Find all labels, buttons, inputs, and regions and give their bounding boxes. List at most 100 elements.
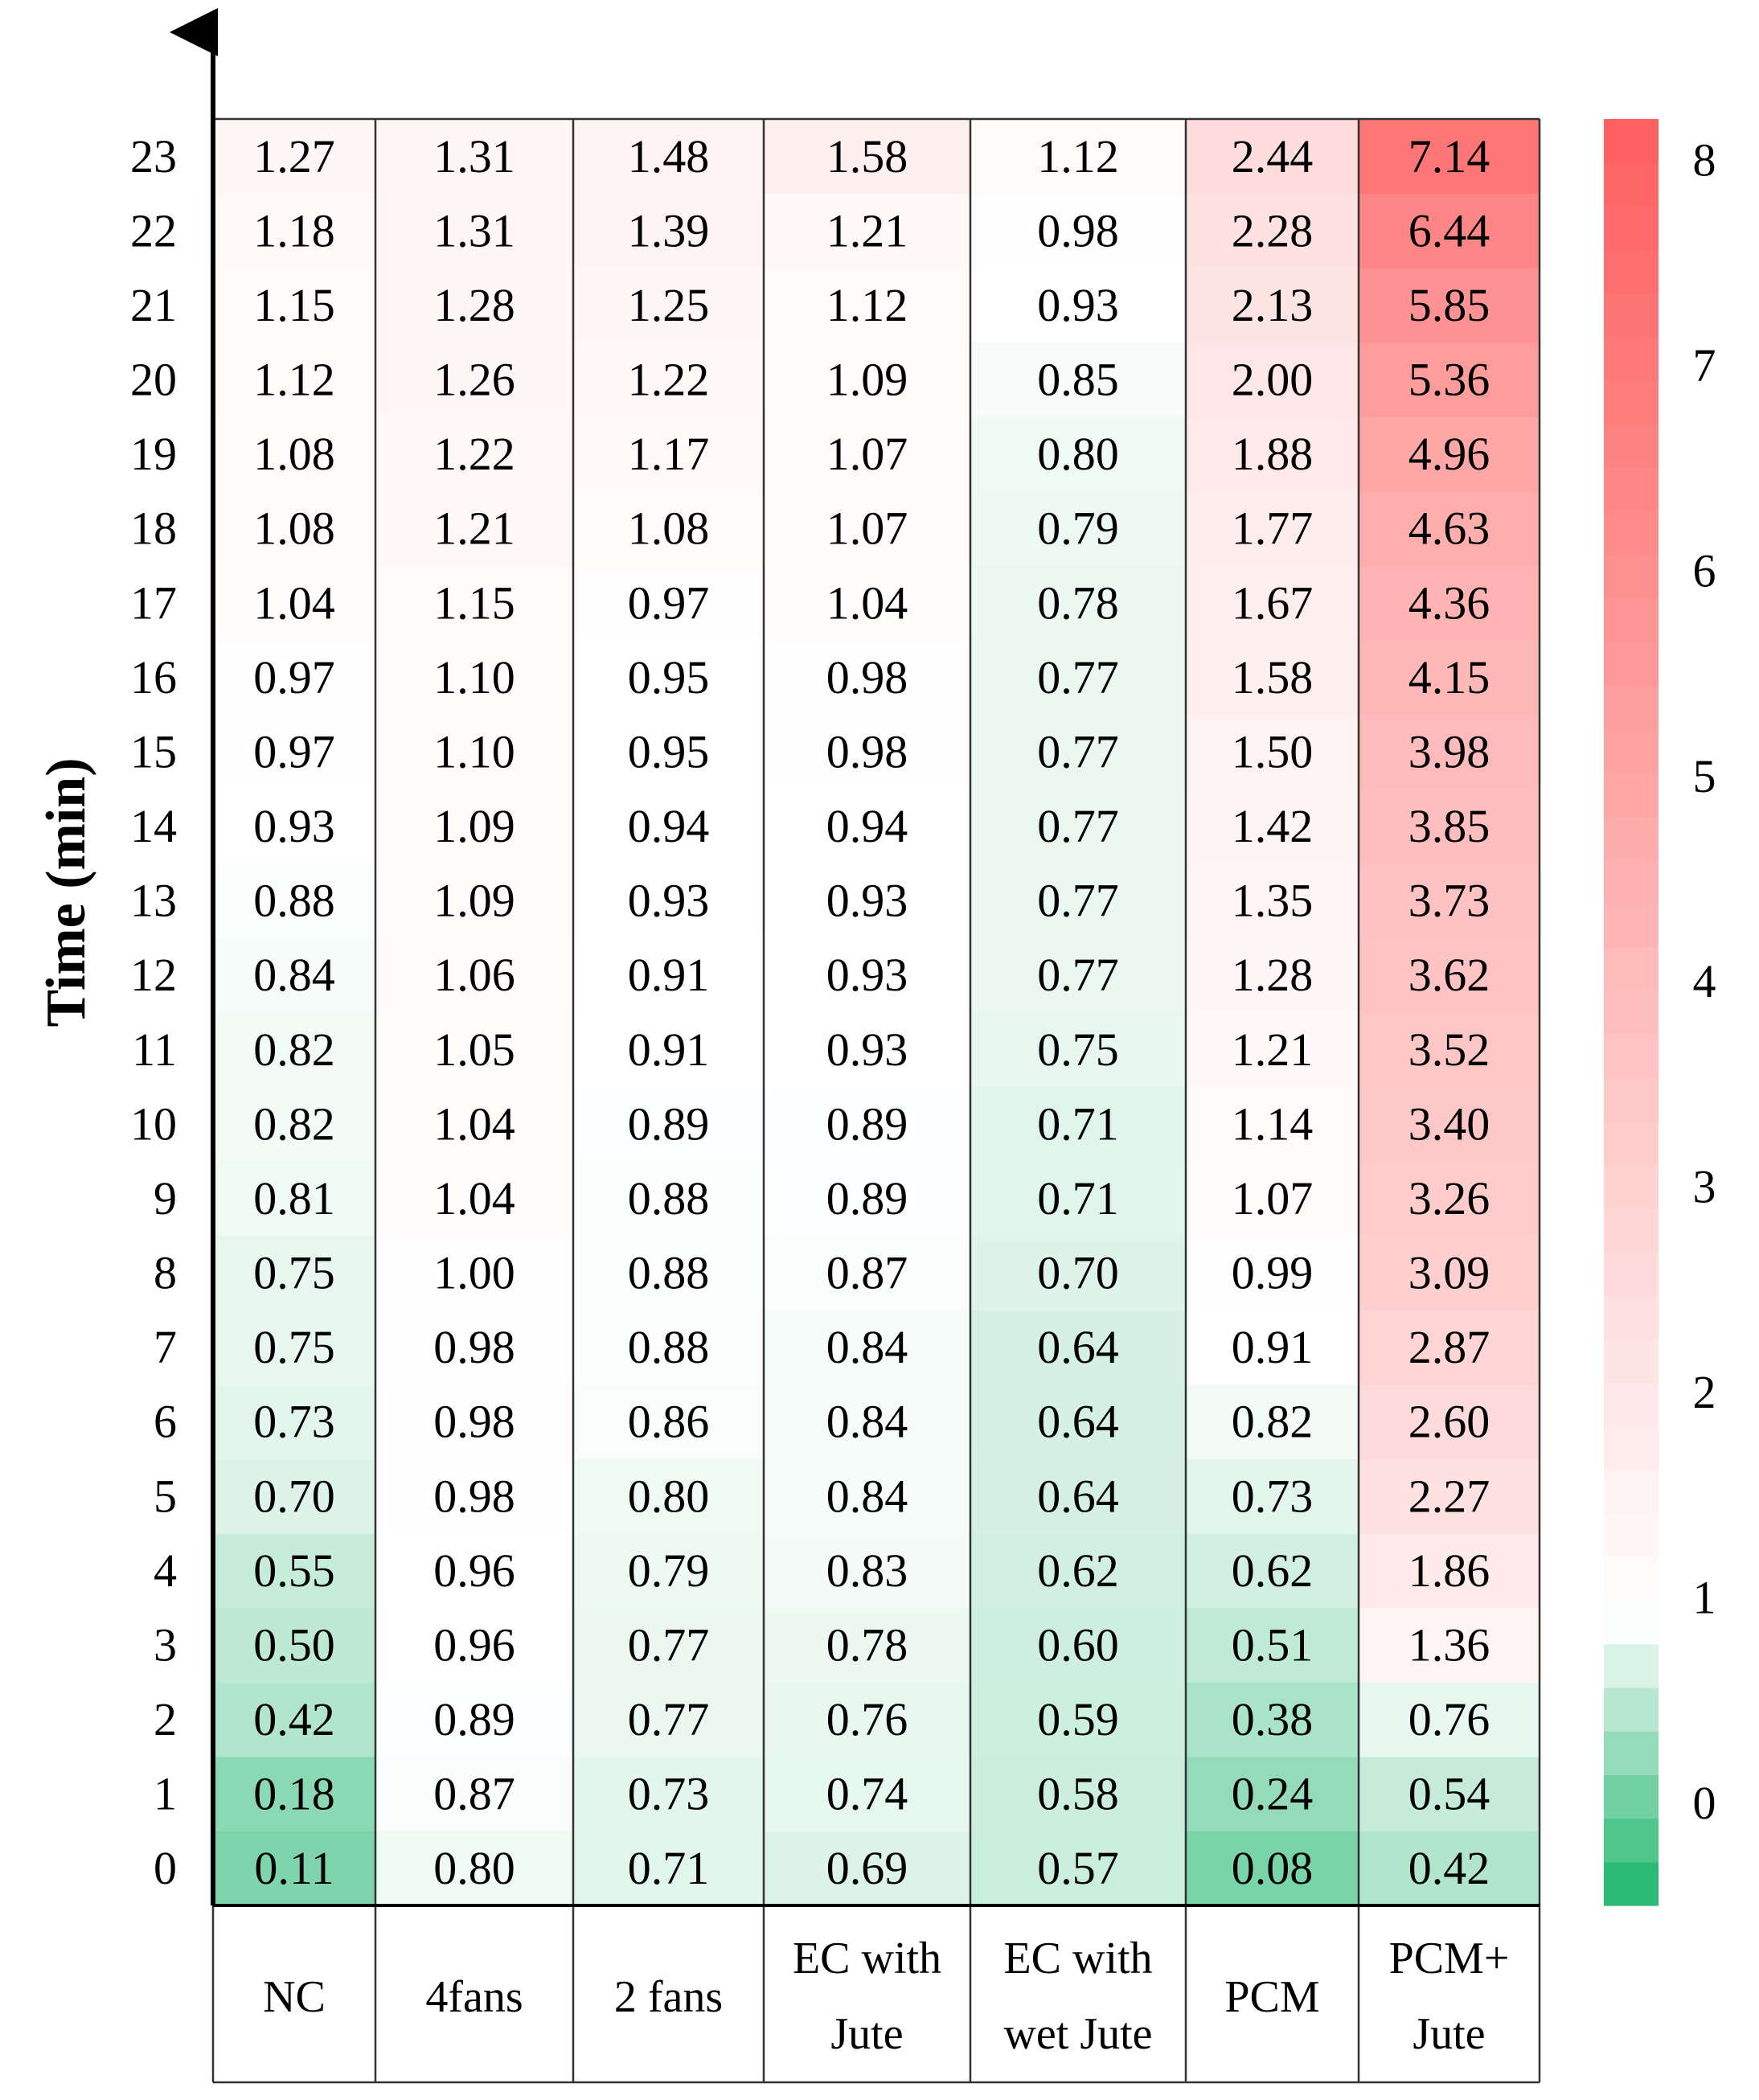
- heatmap-cell: [573, 937, 764, 1013]
- cell-value-label: 1.00: [433, 1247, 515, 1299]
- heatmap-cell: [573, 1607, 764, 1683]
- cell-value-label: 0.93: [826, 1023, 908, 1076]
- heatmap-cell: [970, 565, 1186, 641]
- category-label-line2: wet Jute: [1003, 2009, 1152, 2059]
- heatmap-cell: [1186, 789, 1359, 864]
- heatmap-cell: [375, 268, 573, 343]
- heatmap-cell: [573, 789, 764, 864]
- colorbar-segment: [1604, 1295, 1659, 1340]
- heatmap-cell: [573, 640, 764, 716]
- cell-value-label: 1.09: [826, 354, 908, 406]
- cell-value-label: 0.62: [1037, 1544, 1119, 1597]
- cell-value-label: 0.77: [1037, 725, 1119, 777]
- cell-value-label: 0.84: [253, 949, 335, 1001]
- heatmap-cell: [573, 490, 764, 567]
- heatmap-cell: [375, 416, 573, 492]
- category-label-line2: Jute: [830, 2009, 903, 2059]
- heatmap-cell: [764, 789, 970, 864]
- cell-value-label: 1.42: [1232, 800, 1314, 852]
- cell-value-label: 1.88: [1232, 428, 1314, 480]
- colorbar-segment: [1604, 336, 1659, 381]
- category-label: PCM: [1224, 1972, 1319, 2022]
- cell-value-label: 3.26: [1408, 1172, 1490, 1224]
- cell-value-label: 0.51: [1232, 1618, 1314, 1671]
- heatmap-cell: [764, 1533, 970, 1609]
- cell-value-label: 0.78: [826, 1618, 908, 1671]
- cell-value-label: 1.17: [628, 428, 710, 480]
- heatmap-cell: [213, 119, 375, 195]
- cell-value-label: 1.10: [433, 651, 515, 703]
- cell-value-label: 1.10: [433, 725, 515, 777]
- cell-value-label: 1.07: [1232, 1172, 1314, 1224]
- y-tick-label: 6: [154, 1396, 177, 1448]
- cell-value-label: 1.28: [433, 279, 515, 331]
- heatmap-cell: [213, 416, 375, 492]
- cell-value-label: 0.69: [826, 1842, 908, 1894]
- cell-value-label: 1.21: [826, 204, 908, 256]
- cell-value-label: 0.84: [826, 1321, 908, 1373]
- colorbar-segment: [1604, 685, 1659, 730]
- heatmap-cell: [1359, 1831, 1540, 1906]
- cell-value-label: 0.98: [433, 1396, 515, 1448]
- heatmap-cell: [375, 789, 573, 864]
- heatmap-cell: [764, 1235, 970, 1310]
- cell-value-label: 0.50: [253, 1618, 335, 1671]
- colorbar-segment: [1604, 772, 1659, 817]
- cell-value-label: 0.82: [1232, 1396, 1314, 1448]
- cell-value-label: 0.18: [253, 1768, 335, 1820]
- heatmap-cell: [764, 342, 970, 417]
- heatmap-cell: [1186, 937, 1359, 1013]
- cell-value-label: 1.77: [1232, 502, 1314, 555]
- cell-value-label: 0.24: [1232, 1768, 1314, 1820]
- heatmap-cell: [764, 1458, 970, 1534]
- cell-value-label: 0.77: [1037, 949, 1119, 1001]
- y-tick-label: 14: [130, 800, 177, 852]
- heatmap-cell: [764, 1161, 970, 1237]
- heatmap-cell: [1359, 416, 1540, 492]
- cell-value-label: 0.91: [628, 1023, 710, 1076]
- cell-value-label: 0.93: [826, 875, 908, 927]
- category-label-line2: Jute: [1413, 2009, 1485, 2059]
- heatmap-cell: [1359, 1086, 1540, 1162]
- cell-value-label: 1.31: [433, 204, 515, 256]
- cell-value-label: 0.77: [1037, 875, 1119, 927]
- colorbar-tick-label: 7: [1693, 339, 1716, 392]
- colorbar-segment: [1604, 1818, 1659, 1863]
- heatmap-cell: [213, 1831, 375, 1906]
- heatmap-cell: [764, 1012, 970, 1088]
- y-tick-label: 11: [132, 1023, 177, 1076]
- heatmap-cell: [970, 1831, 1186, 1906]
- cell-value-label: 1.18: [253, 204, 335, 256]
- cell-value-label: 6.44: [1408, 204, 1490, 256]
- cell-value-label: 1.05: [433, 1023, 515, 1076]
- heatmap-cell: [375, 1756, 573, 1832]
- cell-value-label: 0.94: [628, 800, 710, 852]
- heatmap-cell: [375, 640, 573, 716]
- y-tick-label: 7: [154, 1321, 177, 1373]
- cell-value-label: 0.91: [628, 949, 710, 1001]
- cell-value-label: 0.79: [628, 1544, 710, 1597]
- cell-value-label: 0.97: [253, 725, 335, 777]
- heatmap-cell: [1186, 342, 1359, 417]
- heatmap-cell: [970, 1533, 1186, 1609]
- heatmap-cell: [1359, 1458, 1540, 1534]
- cell-value-label: 2.87: [1408, 1321, 1490, 1373]
- heatmap-cell: [213, 1384, 375, 1460]
- heatmap-cell: [213, 1235, 375, 1310]
- heatmap-cell: [1186, 1756, 1359, 1832]
- heatmap-cell: [764, 1086, 970, 1162]
- cell-value-label: 0.77: [628, 1693, 710, 1745]
- colorbar-segment: [1604, 249, 1659, 294]
- heatmap-cell: [764, 416, 970, 492]
- cell-value-label: 0.88: [628, 1172, 710, 1224]
- y-tick-label: 4: [154, 1544, 177, 1597]
- cell-value-label: 0.08: [1232, 1842, 1314, 1894]
- cell-value-label: 1.07: [826, 428, 908, 480]
- cell-value-label: 1.04: [826, 576, 908, 629]
- cell-value-label: 0.89: [628, 1097, 710, 1150]
- heatmap-cell: [970, 1310, 1186, 1385]
- cell-value-label: 1.14: [1232, 1097, 1314, 1150]
- heatmap-cell: [573, 268, 764, 343]
- colorbar-segment: [1604, 1252, 1659, 1296]
